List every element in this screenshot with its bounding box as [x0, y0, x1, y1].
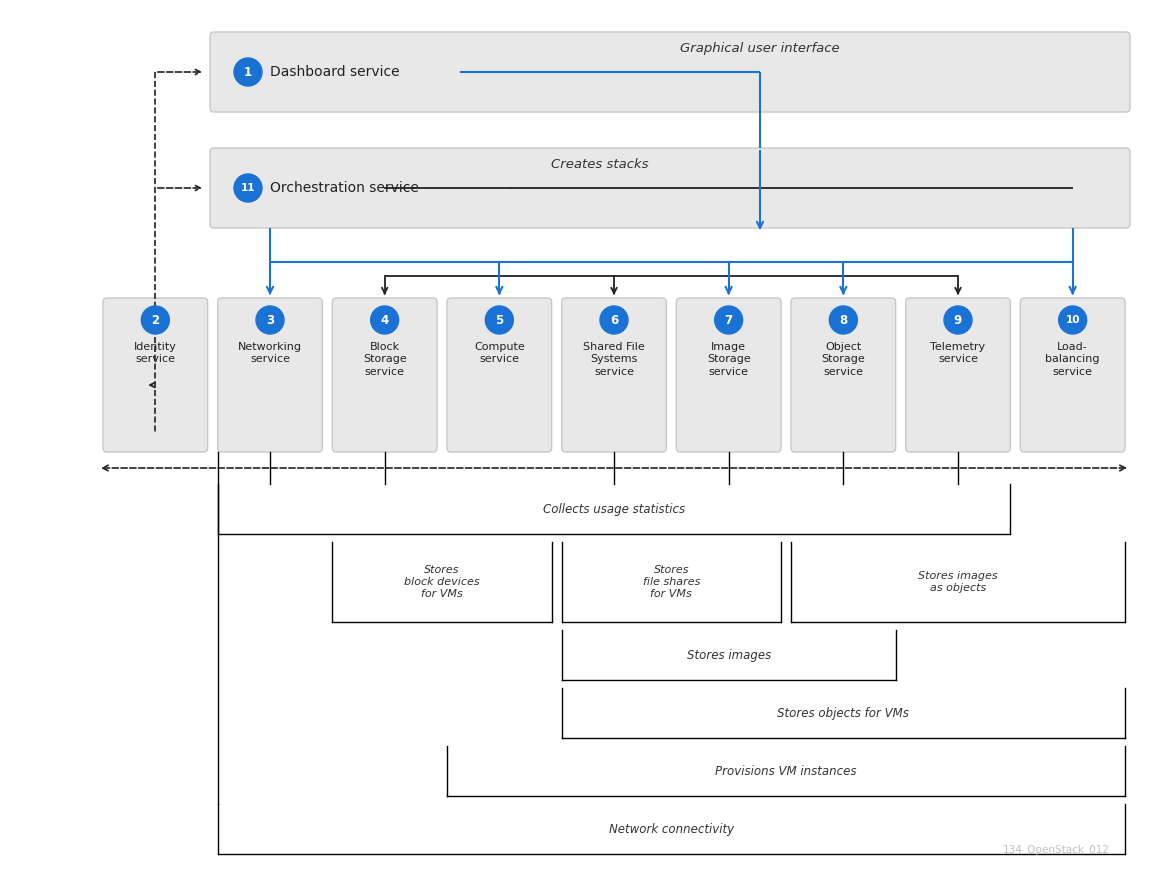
Circle shape	[944, 306, 972, 334]
Circle shape	[234, 174, 262, 202]
FancyBboxPatch shape	[210, 148, 1130, 228]
Text: 3: 3	[265, 314, 274, 326]
FancyBboxPatch shape	[792, 298, 895, 452]
FancyBboxPatch shape	[210, 32, 1130, 112]
Text: Image
Storage
service: Image Storage service	[707, 342, 751, 377]
FancyBboxPatch shape	[333, 298, 436, 452]
Circle shape	[599, 306, 629, 334]
Text: Block
Storage
service: Block Storage service	[363, 342, 406, 377]
Text: Compute
service: Compute service	[474, 342, 525, 364]
Text: Network connectivity: Network connectivity	[609, 822, 733, 835]
FancyBboxPatch shape	[102, 298, 207, 452]
Text: Object
Storage
service: Object Storage service	[822, 342, 865, 377]
Text: Telemetry
service: Telemetry service	[930, 342, 986, 364]
Text: 5: 5	[495, 314, 504, 326]
Text: Orchestration service: Orchestration service	[270, 181, 419, 195]
Text: Stores images: Stores images	[687, 649, 771, 662]
Circle shape	[1059, 306, 1087, 334]
Text: Graphical user interface: Graphical user interface	[680, 42, 839, 55]
Text: Stores
block devices
for VMs: Stores block devices for VMs	[404, 564, 480, 599]
Text: Collects usage statistics: Collects usage statistics	[542, 502, 686, 515]
Text: 6: 6	[610, 314, 618, 326]
Circle shape	[715, 306, 743, 334]
Text: 8: 8	[839, 314, 847, 326]
Circle shape	[370, 306, 398, 334]
FancyBboxPatch shape	[906, 298, 1010, 452]
Text: Stores
file shares
for VMs: Stores file shares for VMs	[643, 564, 700, 599]
Text: 134_OpenStack_012: 134_OpenStack_012	[1003, 844, 1110, 855]
FancyBboxPatch shape	[1021, 298, 1124, 452]
Circle shape	[485, 306, 513, 334]
Text: Identity
service: Identity service	[134, 342, 177, 364]
Text: 2: 2	[151, 314, 159, 326]
Text: Networking
service: Networking service	[237, 342, 301, 364]
Text: 1: 1	[244, 65, 253, 78]
Circle shape	[234, 58, 262, 86]
Circle shape	[829, 306, 858, 334]
Text: 4: 4	[381, 314, 389, 326]
FancyBboxPatch shape	[447, 298, 552, 452]
Circle shape	[256, 306, 284, 334]
FancyBboxPatch shape	[218, 298, 322, 452]
Text: Provisions VM instances: Provisions VM instances	[715, 765, 857, 778]
Text: Shared File
Systems
service: Shared File Systems service	[583, 342, 645, 377]
Text: Stores images
as objects: Stores images as objects	[918, 571, 998, 593]
Text: 10: 10	[1065, 315, 1080, 325]
FancyBboxPatch shape	[676, 298, 781, 452]
Circle shape	[141, 306, 169, 334]
Text: Creates stacks: Creates stacks	[552, 158, 648, 171]
Text: Load-
balancing
service: Load- balancing service	[1045, 342, 1100, 377]
Text: Dashboard service: Dashboard service	[270, 65, 399, 79]
Text: 9: 9	[953, 314, 963, 326]
Text: Stores objects for VMs: Stores objects for VMs	[778, 706, 909, 719]
Text: 11: 11	[241, 183, 255, 193]
FancyBboxPatch shape	[562, 298, 666, 452]
Text: 7: 7	[725, 314, 732, 326]
